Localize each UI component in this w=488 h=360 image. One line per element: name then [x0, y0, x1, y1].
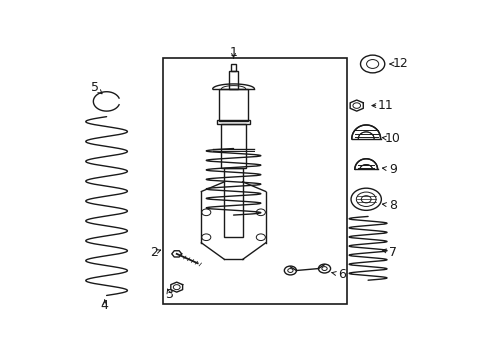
Text: 9: 9 [388, 163, 396, 176]
Text: 4: 4 [101, 299, 108, 312]
Text: 7: 7 [388, 246, 396, 259]
Text: 1: 1 [229, 46, 237, 59]
Text: 5: 5 [91, 81, 99, 94]
Bar [229, 71, 237, 89]
Text: 11: 11 [377, 99, 392, 112]
Text: 12: 12 [392, 58, 407, 71]
Text: 2: 2 [150, 246, 158, 259]
Text: 3: 3 [165, 288, 173, 301]
Text: 8: 8 [388, 199, 396, 212]
Text: 6: 6 [337, 268, 345, 281]
Bar [217, 120, 249, 123]
Bar [163, 58, 346, 304]
Text: 10: 10 [384, 132, 400, 145]
Bar [220, 123, 246, 168]
Bar [231, 64, 235, 71]
Bar [224, 168, 242, 237]
Bar [219, 89, 247, 121]
